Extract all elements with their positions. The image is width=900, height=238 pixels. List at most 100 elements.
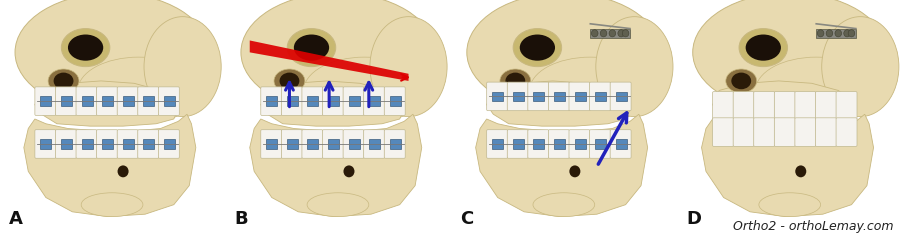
FancyBboxPatch shape [76,87,97,115]
FancyBboxPatch shape [364,87,384,115]
Ellipse shape [370,17,447,117]
Polygon shape [476,114,648,217]
Ellipse shape [274,69,305,93]
Bar [164,139,175,149]
FancyBboxPatch shape [158,130,179,158]
FancyBboxPatch shape [734,92,754,120]
Ellipse shape [280,73,300,89]
FancyBboxPatch shape [548,82,570,111]
Circle shape [817,30,824,37]
Ellipse shape [144,17,221,117]
FancyBboxPatch shape [569,130,590,158]
Bar [122,139,134,149]
FancyBboxPatch shape [487,130,508,158]
FancyBboxPatch shape [96,130,118,158]
FancyBboxPatch shape [836,92,857,120]
Ellipse shape [48,69,79,93]
FancyBboxPatch shape [795,118,815,146]
FancyBboxPatch shape [774,118,796,146]
FancyBboxPatch shape [610,130,631,158]
FancyBboxPatch shape [117,130,138,158]
Ellipse shape [725,69,757,93]
Ellipse shape [15,0,209,112]
Circle shape [618,30,625,37]
FancyBboxPatch shape [753,118,775,146]
FancyBboxPatch shape [527,82,549,111]
Bar [82,96,93,106]
Ellipse shape [68,35,104,61]
FancyBboxPatch shape [384,130,405,158]
Ellipse shape [756,57,877,124]
FancyBboxPatch shape [343,130,364,158]
Ellipse shape [54,73,74,89]
FancyBboxPatch shape [713,92,734,120]
Bar [287,139,298,149]
Ellipse shape [513,29,562,67]
Ellipse shape [822,17,899,117]
FancyBboxPatch shape [569,82,590,111]
Ellipse shape [293,35,329,61]
Circle shape [796,165,806,177]
FancyBboxPatch shape [815,92,836,120]
Bar [328,139,339,149]
FancyBboxPatch shape [713,118,734,146]
Ellipse shape [759,193,821,217]
Bar [616,92,626,101]
Bar [102,139,113,149]
FancyBboxPatch shape [774,92,796,120]
FancyBboxPatch shape [282,130,302,158]
Bar [513,92,524,101]
Bar [492,92,503,101]
Ellipse shape [533,193,595,217]
Ellipse shape [693,0,886,112]
Bar [534,139,544,149]
Text: B: B [234,210,248,228]
Polygon shape [250,40,409,81]
FancyBboxPatch shape [590,130,610,158]
Text: Ortho2 - orthoLemay.com: Ortho2 - orthoLemay.com [733,220,894,233]
Bar [348,96,360,106]
Bar [143,139,154,149]
Circle shape [844,30,850,37]
FancyBboxPatch shape [35,87,56,115]
FancyBboxPatch shape [527,130,549,158]
FancyBboxPatch shape [96,87,118,115]
Ellipse shape [506,73,526,89]
Bar [61,139,72,149]
Bar [534,92,544,101]
FancyBboxPatch shape [261,130,282,158]
Ellipse shape [61,29,110,67]
Ellipse shape [307,193,369,217]
Circle shape [118,165,129,177]
Bar [266,139,277,149]
FancyBboxPatch shape [364,130,384,158]
Ellipse shape [596,17,673,117]
FancyBboxPatch shape [487,82,508,111]
Bar [574,139,586,149]
Bar [616,139,626,149]
Text: C: C [460,210,473,228]
Bar [492,139,503,149]
Polygon shape [702,114,874,217]
Circle shape [622,30,629,37]
FancyBboxPatch shape [138,130,158,158]
Bar [816,29,856,38]
Bar [308,96,319,106]
Circle shape [600,30,607,37]
Ellipse shape [467,0,661,112]
Bar [590,29,630,38]
FancyBboxPatch shape [795,92,815,120]
Polygon shape [35,81,178,126]
Ellipse shape [745,35,781,61]
FancyBboxPatch shape [322,130,344,158]
FancyBboxPatch shape [302,130,323,158]
Bar [390,96,400,106]
Ellipse shape [520,35,555,61]
FancyBboxPatch shape [76,130,97,158]
Bar [287,96,298,106]
Bar [348,139,360,149]
FancyBboxPatch shape [302,87,323,115]
Bar [40,139,51,149]
Bar [40,96,51,106]
FancyBboxPatch shape [753,92,775,120]
